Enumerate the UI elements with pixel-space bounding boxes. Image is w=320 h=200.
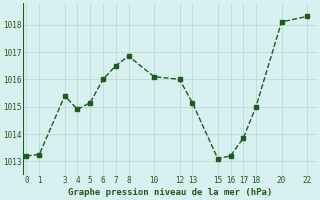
X-axis label: Graphe pression niveau de la mer (hPa): Graphe pression niveau de la mer (hPa) bbox=[68, 188, 272, 197]
